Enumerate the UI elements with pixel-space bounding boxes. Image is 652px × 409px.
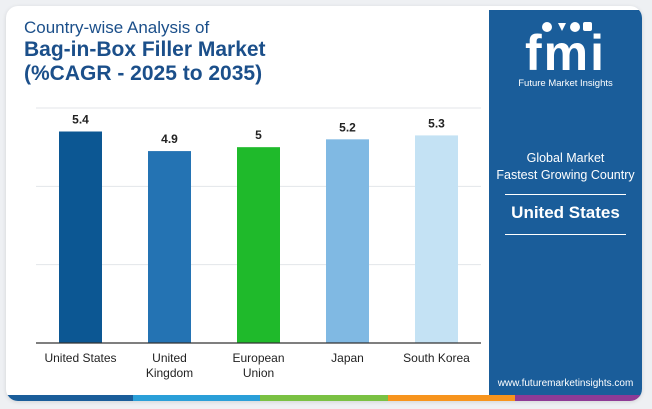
x-tick-label: Union	[243, 366, 274, 380]
bottom-bar-segment	[260, 395, 388, 401]
x-tick-label: Japan	[331, 351, 364, 365]
data-label: 4.9	[161, 132, 178, 146]
bar	[415, 135, 458, 343]
data-label: 5	[255, 128, 262, 142]
website-url: www.futuremarketinsights.com	[497, 378, 634, 389]
data-label: 5.3	[428, 116, 445, 130]
side-line-1: Global Market	[526, 151, 605, 165]
title-line-1: Country-wise Analysis of	[24, 18, 210, 37]
x-tick-label: South Korea	[403, 351, 470, 365]
data-label: 5.2	[339, 120, 356, 134]
bar	[59, 131, 102, 343]
side-line-2: Fastest Growing Country	[496, 168, 635, 182]
data-label: 5.4	[72, 113, 89, 127]
chart-title: Country-wise Analysis of Bag-in-Box Fill…	[24, 18, 266, 86]
side-caption: Global Market Fastest Growing Country	[489, 150, 642, 184]
x-tick-label: European	[232, 351, 284, 365]
bottom-bar-segment	[6, 395, 134, 401]
bottom-bar-segment	[387, 395, 515, 401]
bar	[148, 151, 191, 343]
x-tick-label: United	[152, 351, 187, 365]
side-panel: fmi Future Market Insights Global Market…	[489, 10, 642, 397]
logo-icons	[542, 22, 592, 32]
bar	[237, 147, 280, 343]
bottom-bar-segment	[514, 395, 642, 401]
bottom-color-bar	[6, 395, 642, 401]
x-tick-label: Kingdom	[146, 366, 193, 380]
bar	[326, 139, 369, 343]
title-line-3: (%CAGR - 2025 to 2035)	[24, 62, 263, 85]
bottom-bar-segment	[133, 395, 261, 401]
logo-text: fmi	[525, 25, 606, 81]
title-line-2: Bag-in-Box Filler Market	[24, 38, 266, 61]
divider	[505, 234, 626, 235]
x-tick-label: United States	[44, 351, 116, 365]
logo-subtitle: Future Market Insights	[518, 78, 613, 89]
infographic-card: Country-wise Analysis of Bag-in-Box Fill…	[6, 6, 642, 401]
fmi-logo: fmi Future Market Insights	[489, 18, 642, 89]
divider	[505, 194, 626, 195]
fastest-country: United States	[511, 203, 620, 222]
